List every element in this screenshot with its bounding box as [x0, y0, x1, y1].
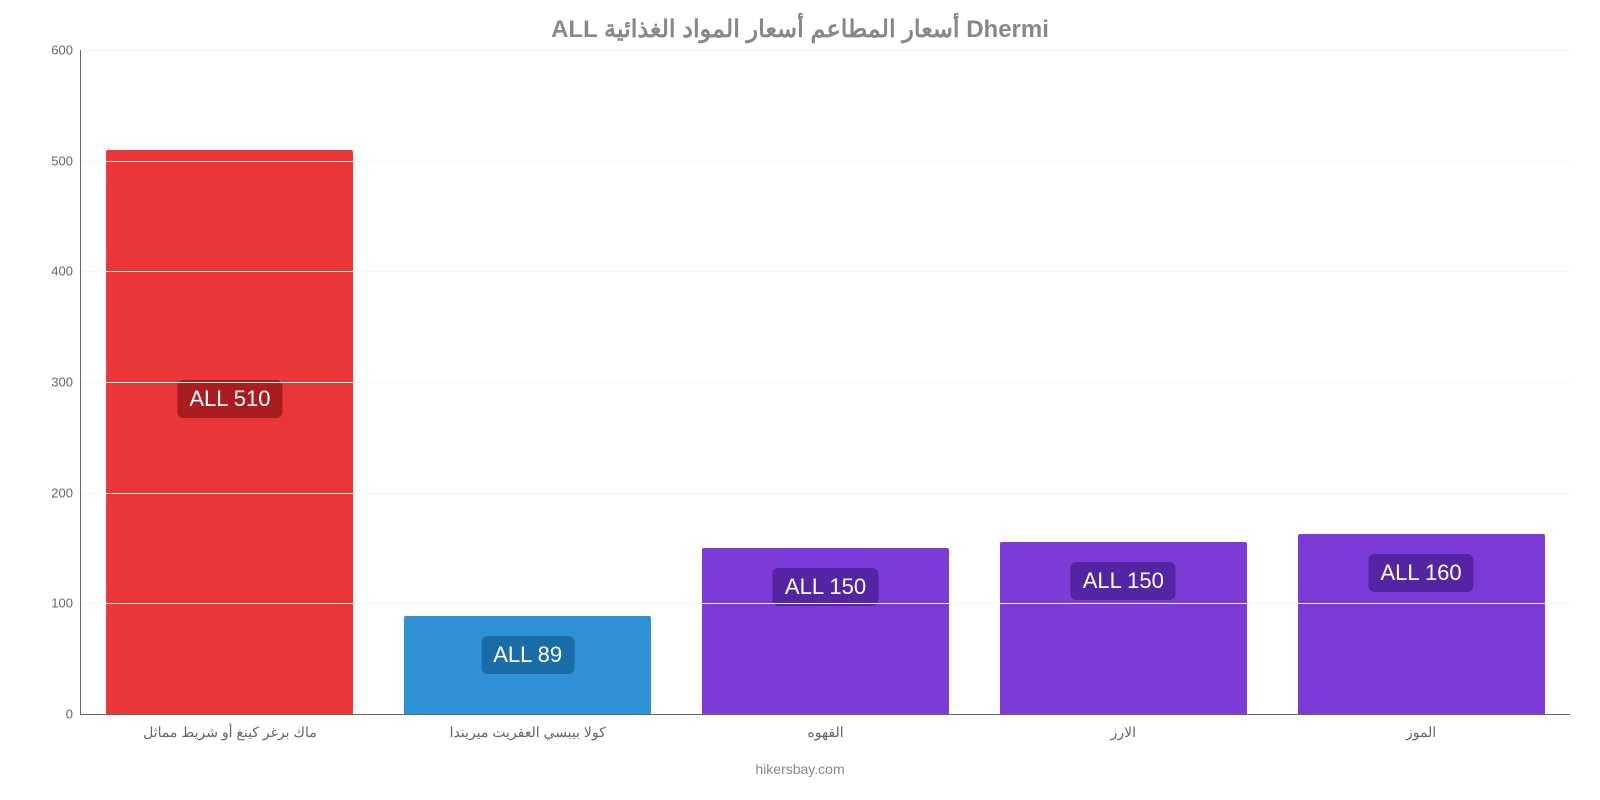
gridline — [81, 493, 1570, 494]
bar: ALL 510 — [106, 150, 353, 714]
value-label: ALL 150 — [773, 568, 878, 606]
y-tick-label: 200 — [51, 485, 81, 500]
chart-footer: hikersbay.com — [20, 761, 1580, 777]
x-axis-label: ماك برغر كينغ أو شريط مماثل — [81, 714, 379, 741]
chart-title: ALL أسعار المطاعم أسعار المواد الغذائية … — [20, 15, 1580, 44]
bar: ALL 160 — [1298, 534, 1545, 714]
x-axis-label: القهوه — [677, 714, 975, 741]
gridline — [81, 382, 1570, 383]
value-label: ALL 150 — [1071, 562, 1176, 600]
bar: ALL 89 — [404, 616, 651, 714]
value-label: ALL 510 — [177, 380, 282, 418]
gridline — [81, 603, 1570, 604]
gridline — [81, 161, 1570, 162]
x-axis-label: الموز — [1272, 714, 1570, 741]
y-tick-label: 400 — [51, 264, 81, 279]
gridline — [81, 271, 1570, 272]
bar: ALL 150 — [1000, 542, 1247, 714]
bar: ALL 150 — [702, 548, 949, 714]
y-tick-label: 0 — [66, 707, 81, 722]
x-axis-label: الارز — [974, 714, 1272, 741]
plot-area: ALL 510ماك برغر كينغ أو شريط مماثلALL 89… — [80, 50, 1570, 715]
y-tick-label: 500 — [51, 153, 81, 168]
value-label: ALL 89 — [481, 636, 574, 674]
price-bar-chart: ALL أسعار المطاعم أسعار المواد الغذائية … — [20, 15, 1580, 785]
y-tick-label: 100 — [51, 596, 81, 611]
y-tick-label: 600 — [51, 43, 81, 58]
x-axis-label: كولا بيبسي العفريت ميريندا — [379, 714, 677, 741]
gridline — [81, 50, 1570, 51]
y-tick-label: 300 — [51, 375, 81, 390]
value-label: ALL 160 — [1369, 554, 1474, 592]
